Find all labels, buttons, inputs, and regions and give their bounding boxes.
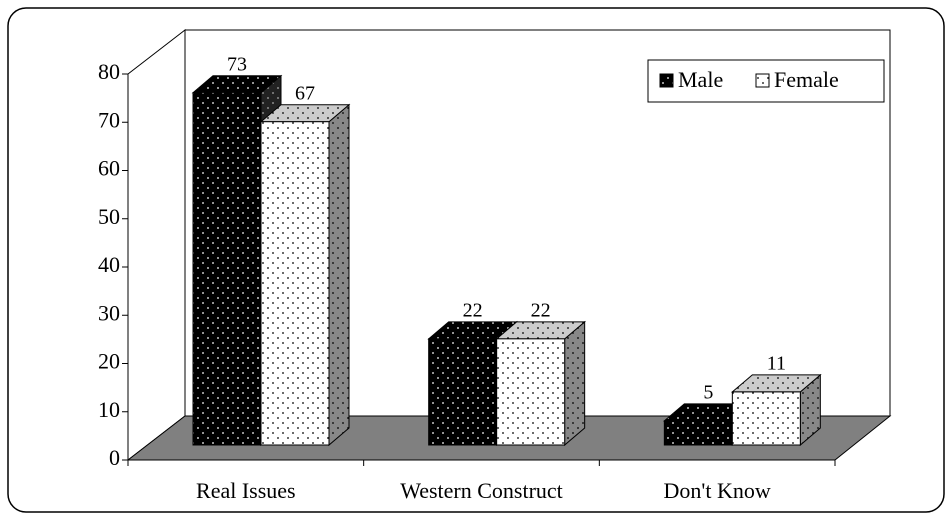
bar: [730, 373, 822, 447]
x-tick-label: Real Issues: [196, 478, 296, 503]
bar: [495, 320, 587, 447]
x-tick-label: Western Construct: [400, 478, 563, 503]
y-tick-label: 70: [98, 107, 120, 132]
data-label: 67: [295, 82, 315, 104]
y-tick-label: 50: [98, 204, 120, 229]
bar-front: [663, 420, 733, 446]
bar-front: [428, 338, 498, 446]
data-label: 22: [531, 299, 551, 321]
bar-front: [260, 121, 330, 446]
y-tick-label: 30: [98, 300, 120, 325]
bar: [259, 103, 351, 447]
x-tick-label: Don't Know: [664, 478, 771, 503]
legend-swatch: [755, 73, 770, 88]
data-label: 5: [703, 381, 713, 403]
legend-label: Female: [774, 67, 839, 92]
data-label: 11: [767, 353, 786, 375]
bar-front: [192, 92, 262, 446]
y-tick-label: 60: [98, 156, 120, 181]
data-label: 73: [227, 53, 247, 75]
legend-swatch: [659, 73, 674, 88]
y-tick-label: 10: [98, 397, 120, 422]
legend-label: Male: [678, 67, 723, 92]
bar-front: [731, 391, 801, 446]
bar-front: [496, 338, 566, 446]
bar-side: [328, 103, 350, 447]
y-tick-label: 80: [98, 59, 120, 84]
y-tick-label: 0: [109, 445, 120, 470]
y-tick-label: 20: [98, 349, 120, 374]
data-label: 22: [463, 299, 483, 321]
y-tick-label: 40: [98, 252, 120, 277]
side-wall: [127, 28, 186, 462]
bar-side: [564, 320, 586, 447]
